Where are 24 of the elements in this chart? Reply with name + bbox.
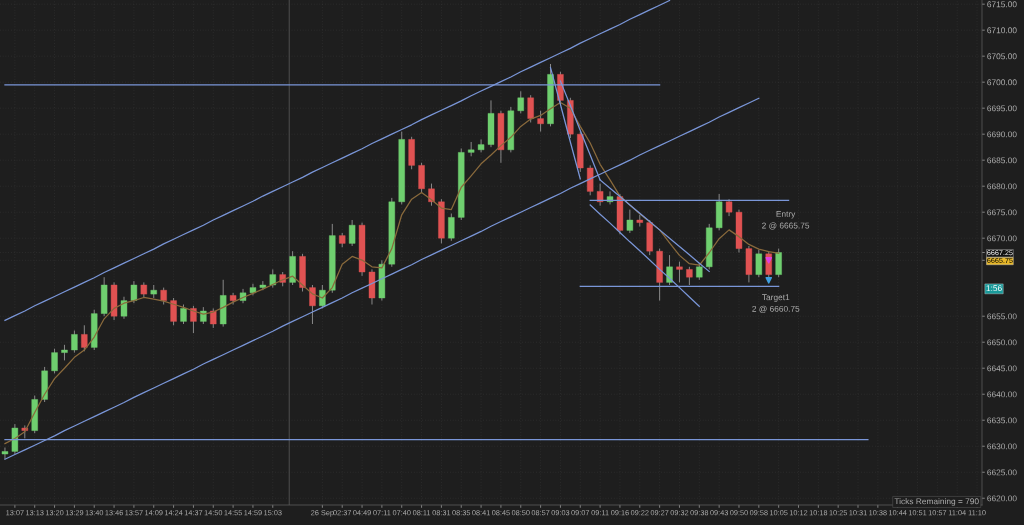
annotation: 2 @ 6660.75 — [752, 305, 800, 313]
y-tick-label: 6685.00 — [987, 157, 1017, 164]
y-tick-label: 6625.00 — [987, 469, 1017, 476]
annotation: Entry — [776, 211, 796, 219]
annotation: Target1 — [762, 294, 790, 302]
y-tick-label: 6670.00 — [987, 235, 1017, 242]
annotation: 2 @ 6665.75 — [762, 222, 810, 230]
y-tick-label: 6640.00 — [987, 391, 1017, 398]
y-tick-label: 6635.00 — [987, 417, 1017, 424]
y-tick-label: 6695.00 — [987, 105, 1017, 112]
y-tick-label: 6715.00 — [987, 1, 1017, 8]
y-tick-label: 6710.00 — [987, 27, 1017, 34]
y-tick-label: 6700.00 — [987, 79, 1017, 86]
text: 1:56 — [986, 285, 1002, 292]
y-tick-label: 6655.00 — [987, 313, 1017, 320]
y-tick-label: 6620.00 — [987, 495, 1017, 502]
y-tick-label: 6645.00 — [987, 365, 1017, 372]
annotation: Ticks Remaining = 790 — [894, 498, 979, 506]
y-tick-label: 6650.00 — [987, 339, 1017, 346]
y-tick-label: 6690.00 — [987, 131, 1017, 138]
y-tick-label: 6680.00 — [987, 183, 1017, 190]
y-tick-label: 6630.00 — [987, 443, 1017, 450]
y-tick-label: 6705.00 — [987, 53, 1017, 60]
y-tick-label: 6675.00 — [987, 209, 1017, 216]
